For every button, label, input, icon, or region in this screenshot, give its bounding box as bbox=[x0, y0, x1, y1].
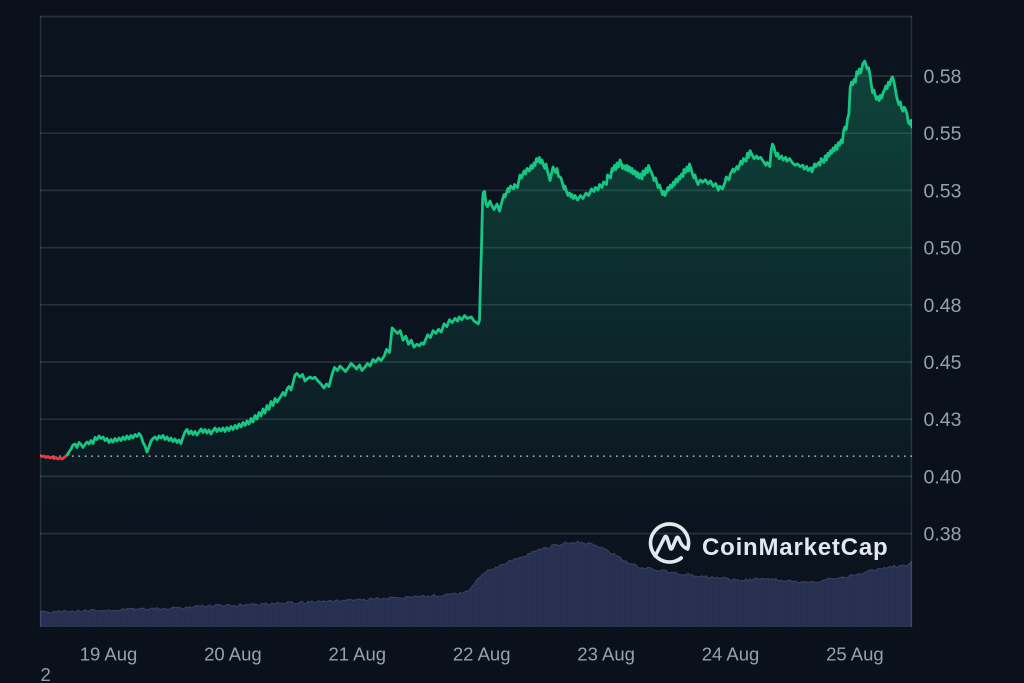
svg-text:25 Aug: 25 Aug bbox=[826, 644, 884, 665]
svg-text:CoinMarketCap: CoinMarketCap bbox=[702, 534, 888, 561]
svg-text:21 Aug: 21 Aug bbox=[328, 644, 386, 665]
svg-text:23 Aug: 23 Aug bbox=[577, 644, 635, 665]
svg-text:22 Aug: 22 Aug bbox=[453, 644, 511, 665]
svg-text:0.40: 0.40 bbox=[924, 466, 962, 488]
svg-text:0.38: 0.38 bbox=[924, 524, 962, 546]
svg-text:2: 2 bbox=[41, 664, 51, 683]
svg-text:24 Aug: 24 Aug bbox=[702, 644, 760, 665]
svg-text:20 Aug: 20 Aug bbox=[204, 644, 262, 665]
svg-text:0.45: 0.45 bbox=[924, 352, 962, 374]
svg-text:0.53: 0.53 bbox=[924, 180, 962, 202]
svg-text:0.50: 0.50 bbox=[924, 238, 962, 260]
svg-text:0.55: 0.55 bbox=[924, 123, 962, 145]
svg-text:0.48: 0.48 bbox=[924, 295, 962, 317]
svg-text:0.58: 0.58 bbox=[924, 66, 962, 88]
svg-text:19 Aug: 19 Aug bbox=[80, 644, 138, 665]
svg-text:0.43: 0.43 bbox=[924, 409, 962, 431]
